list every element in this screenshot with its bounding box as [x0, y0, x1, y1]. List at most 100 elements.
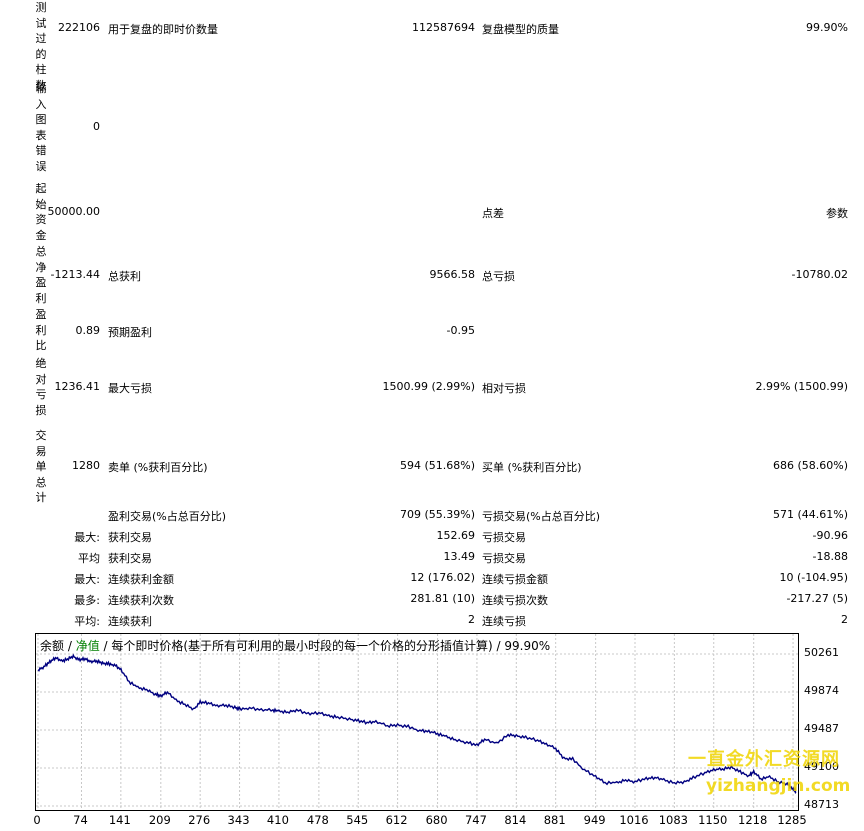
label-char: 易 [35, 444, 47, 458]
stat-row-prefix: 最多: [74, 594, 100, 607]
stat-row-left-value: 2 [468, 613, 475, 626]
label-char: 测 [35, 1, 47, 14]
legend-equity: 净值 [75, 639, 100, 653]
x-tick-label: 209 [148, 813, 171, 827]
label-char: 比 [35, 339, 47, 353]
stat-row-left-value: 12 (176.02) [410, 571, 475, 584]
label-char: 交 [35, 429, 47, 442]
stat-row-right-label: 连续亏损次数 [482, 594, 548, 607]
x-tick-label: 141 [108, 813, 131, 827]
x-tick-label: 612 [385, 813, 408, 827]
max-drawdown-label: 最大亏损 [108, 382, 152, 395]
absolute-drawdown-value: 1236.41 [54, 380, 101, 393]
x-tick-label: 680 [425, 813, 448, 827]
stat-row-left-label: 获利交易 [108, 552, 152, 565]
x-tick-label: 949 [583, 813, 606, 827]
balance-chart-svg [36, 634, 798, 810]
stat-row-left-value: 13.49 [443, 550, 476, 563]
x-tick-label: 545 [346, 813, 369, 827]
loss-trades-value: 571 (44.61%) [772, 508, 848, 521]
stat-row-left-value: 281.81 (10) [410, 592, 475, 605]
label-char: 损 [35, 403, 47, 417]
stat-row-left-label: 连续获利 [108, 615, 152, 628]
expected-payoff-label: 预期盈利 [108, 326, 152, 339]
watermark-logo-text: 一直金外汇资源网 [688, 749, 840, 770]
x-tick-label: 747 [464, 813, 487, 827]
x-tick-label: 814 [504, 813, 527, 827]
y-tick-label: 48713 [804, 798, 839, 811]
label-char: 起 [35, 182, 47, 195]
stat-row-right-label: 连续亏损 [482, 615, 526, 628]
balance-chart [35, 633, 799, 811]
modelling-quality-label: 复盘模型的质量 [482, 23, 559, 36]
stat-row-right-value: -217.27 (5) [786, 592, 848, 605]
stat-row-left-label: 连续获利金额 [108, 573, 174, 586]
x-tick-label: 276 [188, 813, 211, 827]
max-drawdown-value: 1500.99 (2.99%) [382, 380, 475, 393]
label-char: 总 [35, 245, 47, 258]
chart-errors-label: 输入图表错误 [34, 81, 48, 175]
chart-legend: 余额 / 净值 / 每个即时价格(基于所有可利用的最小时段的每一个价格的分形插值… [40, 637, 550, 654]
spread-value: 参数 [826, 207, 848, 220]
x-tick-label: 0 [33, 813, 41, 827]
label-char: 数 [35, 78, 47, 92]
profit-factor-label: 盈利比 [34, 307, 48, 354]
label-char: 单 [35, 460, 47, 474]
initial-deposit-value: 50000.00 [47, 205, 101, 218]
balance-line [37, 653, 797, 795]
legend-balance: 余额 [40, 639, 65, 653]
stat-row-right-value: 2 [841, 613, 848, 626]
label-char: 始 [35, 197, 47, 211]
profit-factor-value: 0.89 [75, 324, 101, 337]
y-tick-label: 49100 [804, 760, 839, 773]
gross-profit-value: 9566.58 [429, 268, 476, 281]
bars-tested-value: 222106 [58, 21, 100, 34]
profit-trades-value: 709 (55.39%) [399, 508, 475, 521]
label-char: 输 [35, 82, 47, 95]
label-char: 盈 [35, 276, 47, 290]
label-char: 的 [35, 47, 47, 61]
stat-row-prefix: 平均 [78, 552, 100, 565]
stat-row-prefix: 平均: [74, 615, 100, 628]
label-char: 总 [35, 475, 47, 489]
stat-row-prefix: 最大: [74, 573, 100, 586]
label-char: 表 [35, 128, 47, 142]
label-char: 利 [35, 323, 47, 337]
chart-errors-value: 0 [93, 120, 100, 133]
bars-tested-label: 测试过的柱数 [34, 0, 48, 94]
x-tick-label: 74 [73, 813, 88, 827]
x-tick-label: 1083 [658, 813, 688, 827]
label-char: 误 [35, 159, 47, 173]
loss-trades-label: 亏损交易(%占总百分比) [482, 510, 601, 523]
label-char: 试 [35, 16, 47, 30]
stat-row-right-value: -90.96 [812, 529, 848, 542]
stat-row-right-label: 亏损交易 [482, 531, 526, 544]
label-char: 利 [35, 291, 47, 305]
label-char: 净 [35, 260, 47, 274]
label-char: 资 [35, 213, 47, 227]
x-tick-label: 881 [543, 813, 566, 827]
relative-drawdown-value: 2.99% (1500.99) [755, 380, 848, 393]
label-char: 错 [35, 144, 47, 158]
x-tick-label: 1150 [698, 813, 728, 827]
short-positions-label: 卖单 (%获利百分比) [108, 461, 208, 474]
label-char: 亏 [35, 388, 47, 402]
legend-separator: / [64, 639, 76, 653]
label-char: 入 [35, 97, 47, 111]
label-char: 过 [35, 32, 47, 46]
net-profit-label: 总净盈利 [34, 244, 48, 306]
stat-row-left-value: 152.69 [436, 529, 476, 542]
modelling-quality-value: 99.90% [806, 21, 848, 34]
ticks-modelled-value: 112587694 [412, 21, 475, 34]
total-trades-label: 交易单总计 [34, 428, 48, 506]
x-tick-label: 410 [266, 813, 289, 827]
stat-row-prefix: 最大: [74, 531, 100, 544]
long-positions-label: 买单 (%获利百分比) [482, 461, 582, 474]
gross-loss-value: -10780.02 [791, 268, 848, 281]
x-tick-label: 343 [227, 813, 250, 827]
stat-row-left-label: 获利交易 [108, 531, 152, 544]
label-char: 计 [35, 491, 47, 505]
stat-row-right-value: 10 (-104.95) [779, 571, 848, 584]
legend-description: 每个即时价格(基于所有可利用的最小时段的每一个价格的分形插值计算) / 99.9… [111, 639, 551, 653]
stat-row-left-label: 连续获利次数 [108, 594, 174, 607]
